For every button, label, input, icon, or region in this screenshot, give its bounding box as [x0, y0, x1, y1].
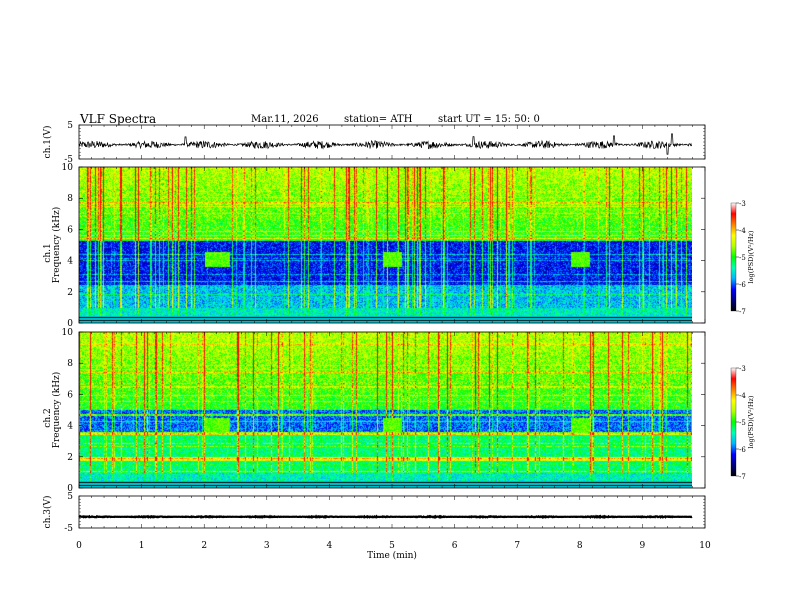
x-tick-label: 2 — [201, 541, 207, 551]
ch2-spectrogram-colorbar — [730, 367, 737, 477]
ch1-waveform-ylabel: ch.1(V) — [42, 126, 53, 159]
start-time-label: start UT = 15: 50: 0 — [438, 114, 540, 125]
ch1-spectrogram-ytick-label: 2 — [67, 288, 73, 298]
ch2-spectrogram-colorbar-label: log(PSD)(V²/Hz) — [747, 395, 755, 448]
ch1-spectrogram-colorbar-tick: -6 — [739, 281, 746, 289]
x-tick-label: 10 — [699, 541, 711, 551]
ch3-waveform-ytick-label: 5 — [67, 492, 73, 502]
ch2-spectrogram-ytick-label: 8 — [67, 359, 73, 369]
ch2-spectrogram-channel-label: ch.2 — [43, 408, 53, 427]
ch1-waveform-frame — [78, 124, 706, 160]
x-tick-label: 7 — [514, 541, 520, 551]
x-tick-label: 4 — [327, 541, 333, 551]
ch1-spectrogram-ylabel: Frequency (kHz) — [51, 207, 62, 284]
ch2-spectrogram-colorbar-tick: -3 — [739, 365, 746, 373]
ch1-spectrogram-colorbar-tick: -7 — [739, 308, 746, 316]
ch1-spectrogram-channel-label: ch.1 — [43, 243, 53, 262]
ch1-spectrogram-ytick-label: 6 — [67, 225, 73, 235]
figure-title: VLF Spectra — [80, 112, 157, 126]
ch3-waveform-ytick-label: -5 — [64, 524, 73, 534]
ch1-spectrogram-colorbar-tick: -5 — [739, 254, 746, 262]
ch3-waveform-frame — [78, 495, 706, 529]
ch2-spectrogram-ytick-label: 4 — [67, 422, 73, 432]
x-tick-label: 9 — [640, 541, 646, 551]
x-tick-label: 5 — [389, 541, 395, 551]
ch2-spectrogram-ytick-label: 6 — [67, 390, 73, 400]
ch1-waveform-line — [78, 133, 693, 155]
x-axis-label: Time (min) — [367, 550, 417, 561]
ch2-spectrogram-ytick-label: 2 — [67, 453, 73, 463]
ch3-waveform-ylabel: ch.3(V) — [42, 496, 53, 529]
x-tick-label: 1 — [139, 541, 145, 551]
ch2-spectrogram-ytick-label: 10 — [62, 328, 74, 338]
ch2-spectrogram-colorbar-tick: -6 — [739, 446, 746, 454]
ch1-spectrogram-ytick-label: 10 — [62, 163, 74, 173]
ch1-spectrogram-colorbar-tick: -3 — [739, 200, 746, 208]
ch1-spectrogram-colorbar — [730, 202, 737, 312]
x-tick-label: 3 — [264, 541, 270, 551]
ch2-spectrogram-colorbar-tick: -7 — [739, 473, 746, 481]
ch1-waveform-ytick-label: 5 — [67, 121, 73, 131]
ch2-spectrogram-ylabel: Frequency (kHz) — [51, 372, 62, 449]
ch1-spectrogram-ytick-label: 8 — [67, 194, 73, 204]
ch1-spectrogram-ytick-label: 0 — [67, 319, 73, 329]
x-tick-label: 0 — [76, 541, 82, 551]
ch2-spectrogram-ytick-label: 0 — [67, 484, 73, 494]
x-tick-label: 6 — [452, 541, 458, 551]
ch1-spectrogram-ytick-label: 4 — [67, 257, 73, 267]
x-tick-label: 8 — [577, 541, 583, 551]
ch1-spectrogram-heatmap — [79, 167, 692, 323]
date-label: Mar.11, 2026 — [251, 114, 319, 125]
ch2-spectrogram-colorbar-tick: -5 — [739, 419, 746, 427]
ch2-spectrogram-heatmap — [79, 332, 692, 488]
ch3-waveform-line — [78, 514, 693, 520]
ch1-spectrogram-colorbar-tick: -4 — [739, 227, 746, 235]
ch1-spectrogram-colorbar-label: log(PSD)(V²/Hz) — [747, 230, 755, 283]
ch2-spectrogram-colorbar-tick: -4 — [739, 392, 746, 400]
ch1-waveform-ytick-label: -5 — [64, 155, 73, 165]
station-label: station= ATH — [344, 114, 413, 125]
